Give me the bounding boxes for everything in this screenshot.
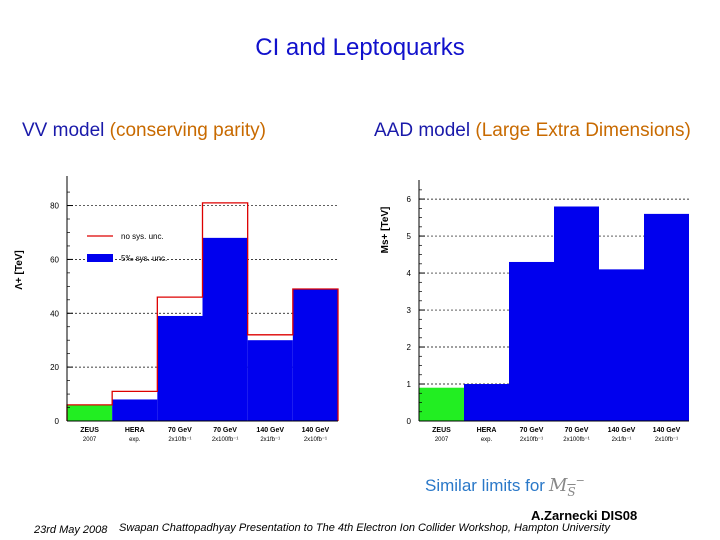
aad-y-tick-label: 3 [407,306,412,315]
presentation-footer: Swapan Chattopadhyay Presentation to The… [119,522,610,534]
aad-y-tick-label: 6 [407,195,412,204]
aad-category-label-2: 70 GeV [520,427,544,434]
vv-category-label-0: ZEUS [80,427,99,434]
vv-category-sub-1: exp. [129,437,141,443]
aad-bar-0 [419,387,464,421]
aad-category-sub-5: 2x10fb⁻¹ [655,437,678,443]
aad-bar-5 [644,213,689,421]
aad-category-sub-0: 2007 [435,437,449,443]
aad-category-sub-3: 2x100fb⁻¹ [563,437,590,443]
vv-no-sys-unc-line [66,202,339,421]
similar-limits-text: Similar limits for [425,476,545,495]
right-chart-heading: AAD model (Large Extra Dimensions) [374,120,691,142]
vv-y-tick-label: 40 [50,309,59,318]
aad-y-tick-label: 0 [407,417,412,426]
vv-category-sub-0: 2007 [83,437,97,443]
vv-legend-label-1: 5‰ sys. unc. [121,254,167,263]
vv-category-label-4: 140 GeV [256,427,284,434]
vv-bar-3 [202,237,248,421]
vv-category-label-5: 140 GeV [302,427,330,434]
aad-category-sub-2: 2x10fb⁻¹ [520,437,543,443]
vv-y-tick-label: 20 [50,363,59,372]
slide-title: CI and Leptoquarks [255,34,465,61]
aad-y-tick-label: 1 [407,380,412,389]
vv-category-label-1: HERA [125,427,145,434]
aad-model-chart: 0 1 2 3 4 5 6 Ms+ [TeV] ZEUS 2007 HERA exp. 70 GeV 2x… [380,180,689,443]
vv-category-label-3: 70 GeV [213,427,237,434]
aad-y-tick-label: 5 [407,232,412,241]
aad-category-sub-1: exp. [481,437,493,443]
aad-category-label-1: HERA [477,427,497,434]
vv-bar-0 [67,404,113,421]
left-chart-heading: VV model (conserving parity) [22,120,266,142]
vv-model-chart: 0 20 40 60 80 Λ+ [TeV] ZEUS 2007 HERA exp. 70 GeV 2… [14,176,339,443]
vv-bar-4 [247,340,293,421]
ms-symbol: MS− [548,474,585,499]
vv-legend-swatch-1 [87,254,113,262]
aad-bar-1 [464,384,509,421]
left-chart-subtitle: (conserving parity) [109,120,266,141]
vv-category-sub-4: 2x1fb⁻¹ [260,437,280,443]
aad-category-label-5: 140 GeV [653,427,681,434]
aad-category-label-3: 70 GeV [565,427,589,434]
similar-limits-note: Similar limits for MS− [425,474,585,499]
aad-y-tick-label: 2 [407,343,412,352]
vv-category-sub-5: 2x10fb⁻¹ [304,437,327,443]
aad-y-tick-label: 4 [407,269,412,278]
aad-category-sub-4: 2x1fb⁻¹ [612,437,632,443]
vv-bar-1 [112,399,158,421]
vv-y-tick-label: 80 [50,202,59,211]
aad-bar-4 [599,269,644,421]
vv-y-tick-label: 60 [50,255,59,264]
vv-category-label-2: 70 GeV [168,427,192,434]
aad-category-label-0: ZEUS [432,427,451,434]
vv-category-sub-3: 2x100fb⁻¹ [212,437,239,443]
slide-date: 23rd May 2008 [34,524,108,536]
left-chart-model: VV model [22,120,105,141]
vv-bar-2 [157,315,203,421]
vv-y-tick-label: 0 [55,417,60,426]
right-chart-model: AAD model [374,120,471,141]
aad-bar-3 [554,206,599,421]
right-chart-subtitle: (Large Extra Dimensions) [475,120,691,141]
vv-category-sub-2: 2x10fb⁻¹ [168,437,191,443]
aad-bar-2 [509,261,554,421]
vv-y-axis-label: Λ+ [TeV] [14,250,25,290]
aad-category-label-4: 140 GeV [608,427,636,434]
aad-y-axis-label: Ms+ [TeV] [380,207,391,254]
vv-bar-5 [292,289,338,421]
vv-legend-label-0: no sys. unc. [121,232,164,241]
author-credit: A.Zarnecki DIS08 [531,508,638,523]
